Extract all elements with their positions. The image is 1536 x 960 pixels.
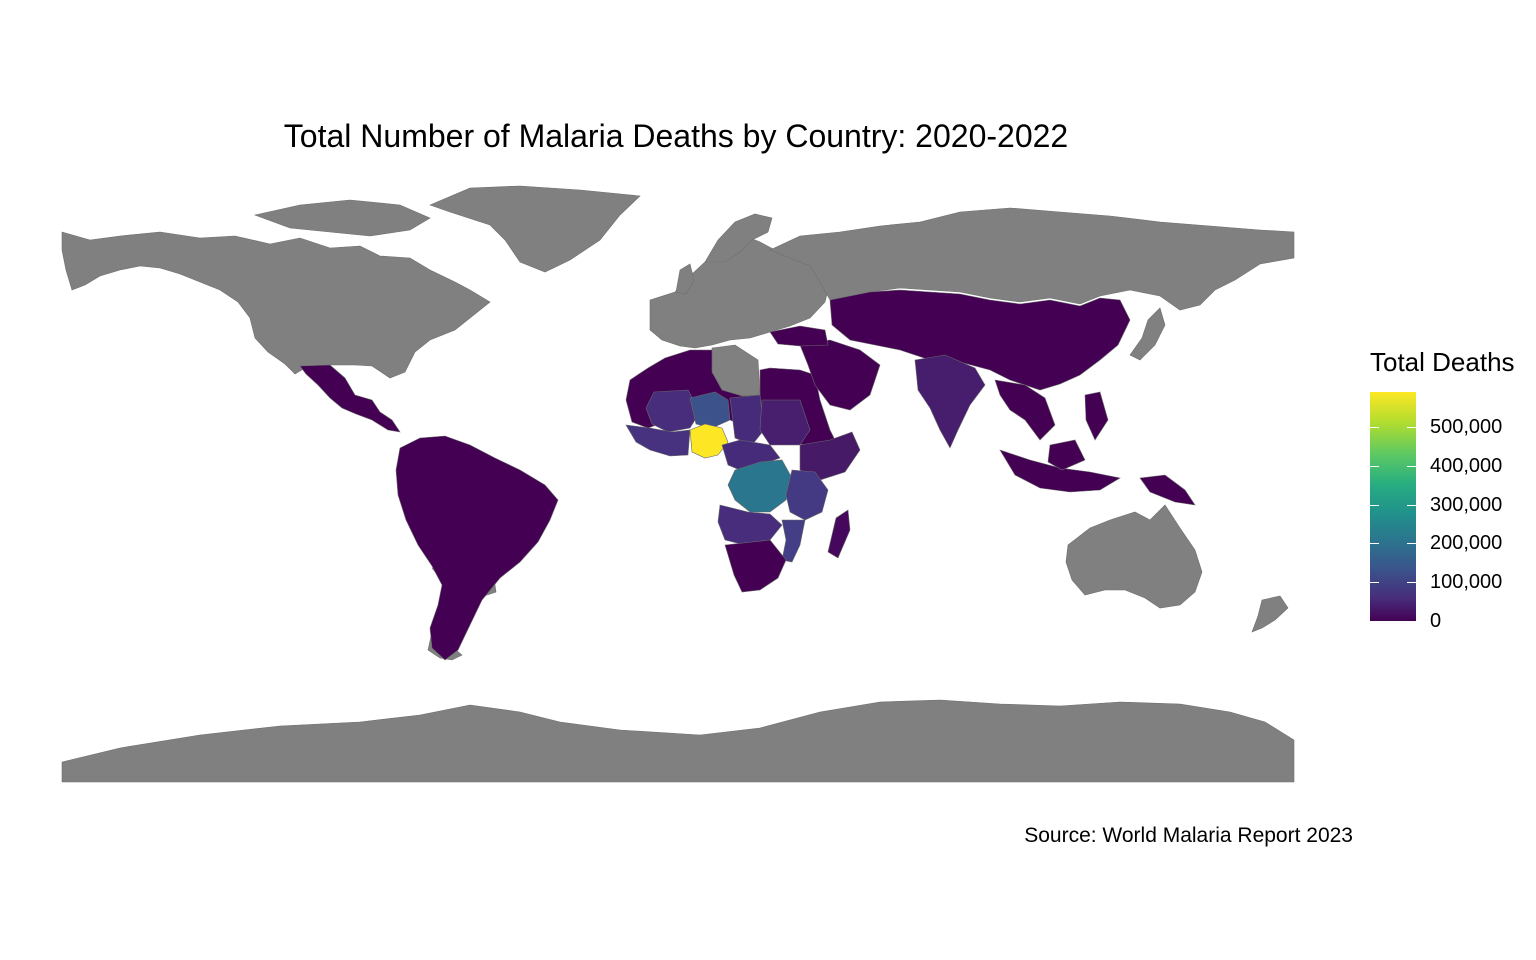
region-scandinavia <box>704 213 773 263</box>
region-borneo <box>1047 439 1086 471</box>
region-niger <box>689 391 731 429</box>
legend-tick-mark <box>1370 466 1416 467</box>
region-greenland <box>429 185 641 273</box>
chart-title: Total Number of Malaria Deaths by Countr… <box>283 118 1069 154</box>
region-madagascar <box>827 509 851 559</box>
region-australia <box>1065 504 1203 609</box>
legend-tick-mark <box>1370 582 1416 583</box>
region-philippines <box>1084 391 1109 441</box>
region-nigeria <box>689 423 729 459</box>
region-indonesia <box>999 449 1121 493</box>
legend-tick-label: 100,000 <box>1430 571 1503 593</box>
malaria-data-regions <box>299 289 1196 661</box>
region-drc <box>727 459 793 513</box>
region-south-america <box>395 435 559 661</box>
legend-tick-label: 400,000 <box>1430 455 1503 477</box>
region-west-africa <box>625 424 691 457</box>
region-chad <box>729 394 765 446</box>
region-southern-africa <box>724 539 787 593</box>
region-mali-burkina <box>645 389 701 433</box>
legend-tick-mark <box>1370 621 1416 622</box>
region-uk <box>675 263 695 295</box>
region-sudan <box>759 399 811 446</box>
legend-tick-mark <box>1370 505 1416 506</box>
region-mexico-central-america <box>299 364 401 433</box>
region-asia <box>829 289 1131 391</box>
region-png <box>1139 474 1196 506</box>
region-middle-east <box>799 339 881 411</box>
region-japan <box>1129 307 1166 361</box>
region-new-zealand <box>1251 595 1289 633</box>
legend-tick-label: 200,000 <box>1430 532 1503 554</box>
region-turkey <box>769 325 829 347</box>
legend-tick-mark <box>1370 427 1416 428</box>
source-caption: Source: World Malaria Report 2023 <box>1024 824 1353 847</box>
region-india <box>914 354 986 449</box>
legend-tick-label: 500,000 <box>1430 416 1503 438</box>
no-data-land <box>61 185 1295 783</box>
region-antarctica <box>61 699 1295 783</box>
legend-title: Total Deaths <box>1370 347 1515 377</box>
legend-tick-mark <box>1370 543 1416 544</box>
region-mozambique <box>781 519 806 563</box>
region-russia <box>769 207 1295 311</box>
region-southeast-asia <box>994 379 1056 441</box>
legend-tick-label: 300,000 <box>1430 494 1503 516</box>
region-arctic-islands <box>253 199 431 237</box>
legend-tick-label: 0 <box>1430 610 1442 632</box>
region-north-america <box>61 231 491 379</box>
region-east-africa <box>785 469 829 521</box>
